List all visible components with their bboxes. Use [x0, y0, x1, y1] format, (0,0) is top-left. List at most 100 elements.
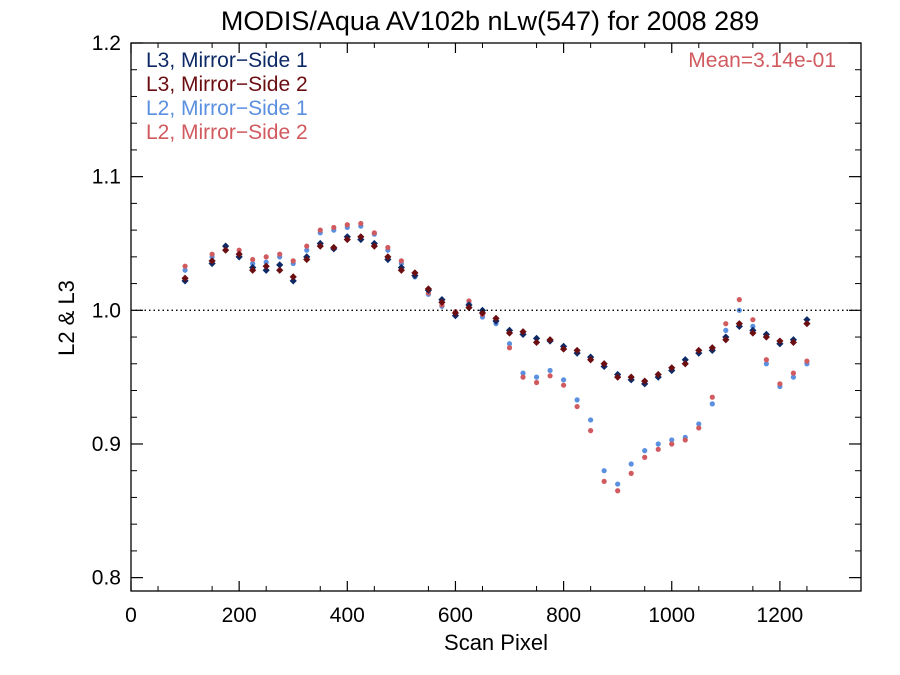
mean-annotation: Mean=3.14e-01: [688, 49, 836, 72]
y-tick-label: 1.2: [92, 32, 121, 55]
x-tick-label: 1200: [757, 604, 804, 627]
x-tick-label: 0: [125, 604, 137, 627]
data-point: [505, 329, 514, 337]
x-tick-label: 600: [438, 604, 473, 627]
data-point: [289, 273, 297, 281]
data-point: [222, 246, 230, 254]
data-point: [236, 247, 242, 253]
legend-entry: L3, Mirror−Side 1: [146, 49, 308, 72]
data-point: [628, 470, 634, 476]
data-point: [316, 242, 324, 250]
data-point: [735, 320, 743, 328]
data-point: [385, 244, 391, 251]
data-point: [250, 260, 256, 267]
data-point: [642, 448, 648, 454]
data-point: [547, 373, 553, 379]
data-point: [709, 401, 715, 407]
data-point: [790, 370, 797, 376]
data-point: [790, 374, 797, 380]
series-3: [182, 220, 810, 494]
data-point: [749, 329, 757, 337]
data-point: [681, 360, 689, 368]
data-point: [723, 321, 729, 327]
data-point: [763, 361, 769, 367]
data-point: [723, 327, 729, 333]
data-point: [304, 243, 310, 249]
data-point: [276, 261, 284, 269]
data-point: [370, 242, 378, 250]
data-point: [574, 403, 580, 410]
data-point: [384, 253, 392, 261]
data-point: [628, 461, 634, 467]
data-point: [573, 346, 581, 355]
data-point: [398, 258, 404, 264]
data-point: [547, 367, 553, 374]
y-tick-label: 1.0: [92, 299, 121, 322]
data-point: [641, 377, 649, 385]
data-point: [546, 336, 554, 344]
data-point: [587, 356, 595, 364]
series-1: [181, 233, 811, 385]
data-point: [682, 437, 688, 443]
data-point: [235, 250, 243, 258]
plot-marks: [181, 220, 811, 494]
data-point: [506, 341, 513, 347]
data-point: [520, 374, 526, 380]
data-point: [208, 257, 216, 265]
data-point: [642, 454, 648, 460]
data-point: [290, 258, 296, 264]
data-point: [520, 370, 526, 376]
data-point: [330, 243, 338, 252]
data-point: [655, 441, 661, 447]
x-tick-label: 800: [546, 604, 581, 627]
data-point: [262, 266, 270, 274]
y-tick-label: 0.8: [92, 567, 121, 590]
series-2: [182, 223, 810, 487]
data-point: [722, 336, 730, 344]
x-tick-label: 400: [330, 604, 365, 627]
data-point: [615, 488, 621, 494]
data-point: [371, 230, 377, 236]
data-point: [777, 381, 783, 387]
plot-frame: [130, 42, 862, 592]
data-point: [424, 285, 433, 293]
data-point: [654, 370, 662, 379]
data-point: [533, 374, 540, 380]
data-point: [397, 266, 405, 274]
data-point: [222, 242, 230, 250]
data-point: [466, 298, 472, 304]
data-point: [317, 227, 323, 233]
axes: 0 200 400 600 800 1000 1200 0.8 0.9 1.0 1.1 1.2: [92, 32, 861, 627]
data-point: [750, 323, 756, 329]
data-point: [669, 437, 675, 443]
data-point: [614, 373, 622, 381]
data-point: [615, 481, 621, 487]
data-point: [750, 317, 756, 323]
data-point: [803, 320, 811, 328]
data-point: [763, 357, 769, 363]
legend: L3, Mirror−Side 1L3, Mirror−Side 2L2, Mi…: [146, 49, 308, 144]
legend-entry: L3, Mirror−Side 2: [146, 73, 308, 96]
data-point: [708, 344, 716, 352]
data-point: [492, 314, 500, 322]
data-point: [519, 328, 527, 336]
data-point: [668, 364, 676, 372]
data-point: [533, 379, 540, 386]
chart-title: MODIS/Aqua AV102b nLw(547) for 2008 289: [221, 6, 759, 36]
data-point: [438, 298, 446, 306]
data-point: [804, 358, 810, 364]
data-point: [357, 233, 365, 241]
y-tick-label: 0.9: [92, 433, 121, 456]
data-point: [588, 428, 594, 434]
y-tick-label: 1.1: [92, 166, 121, 189]
data-point: [789, 338, 798, 346]
data-point: [181, 274, 189, 282]
data-point: [358, 220, 364, 227]
data-point: [695, 346, 703, 355]
data-point: [560, 382, 567, 388]
data-point: [182, 263, 188, 269]
x-axis-label: Scan Pixel: [444, 630, 548, 655]
data-point: [559, 345, 568, 353]
data-point: [681, 356, 689, 364]
